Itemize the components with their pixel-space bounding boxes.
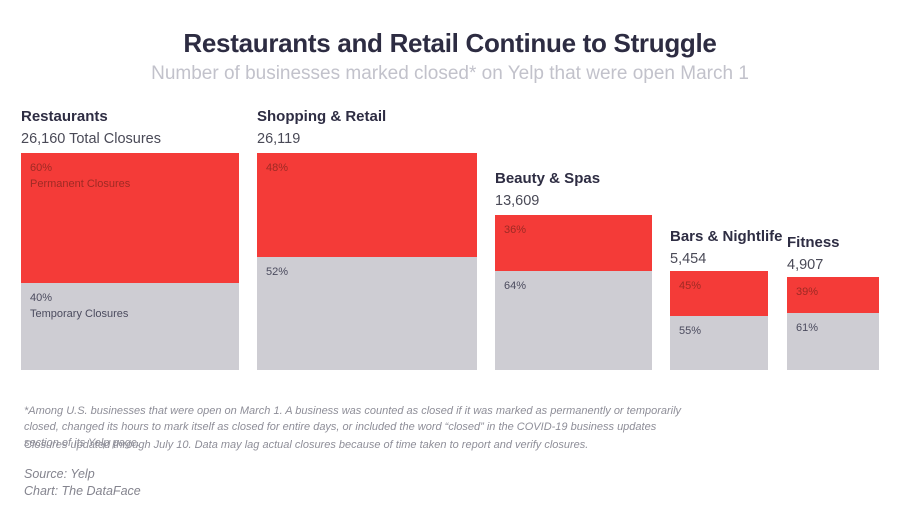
category-head-shopping-retail: Shopping & Retail 26,119: [257, 106, 386, 149]
source-credit: Source: Yelp Chart: The DataFace: [24, 466, 141, 499]
footnote-update: Closures updated through July 10. Data m…: [24, 439, 589, 451]
permanent-segment: 39%: [787, 277, 879, 313]
category-label: Beauty & Spas: [495, 170, 601, 187]
permanent-pct: 45%: [679, 280, 702, 292]
category-label: Shopping & Retail: [257, 108, 387, 125]
temporary-pct: 64%: [504, 280, 527, 292]
category-head-fitness: Fitness 4,907: [787, 232, 840, 275]
category-total: 26,160 Total Closures: [21, 131, 161, 147]
permanent-pct: 36%: [504, 224, 527, 236]
category-head-restaurants: Restaurants 26,160 Total Closures: [21, 106, 161, 149]
category-label: Fitness: [787, 234, 840, 251]
temporary-segment: 64%: [495, 271, 652, 370]
chart-credit-line: Chart: The DataFace: [24, 483, 141, 498]
source-line: Source: Yelp: [24, 467, 95, 481]
chart-title: Restaurants and Retail Continue to Strug…: [183, 28, 717, 58]
bar-bars-nightlife: 45% 55%: [670, 271, 768, 370]
category-label: Bars & Nightlife: [670, 228, 783, 245]
temporary-pct: 52%: [266, 266, 289, 278]
bar-restaurants: 60% Permanent Closures 40% Temporary Clo…: [21, 153, 239, 370]
footnote-definition: *Among U.S. businesses that were open on…: [24, 405, 682, 449]
permanent-segment: 48%: [257, 153, 477, 257]
temporary-pct: 40%: [30, 292, 53, 304]
permanent-segment: 36%: [495, 215, 652, 271]
temporary-legend-label: Temporary Closures: [30, 308, 129, 320]
category-total: 5,454: [670, 251, 707, 267]
category-head-bars-nightlife: Bars & Nightlife 5,454: [670, 226, 783, 269]
category-total: 4,907: [787, 257, 824, 273]
chart-subtitle: Number of businesses marked closed* on Y…: [151, 63, 749, 84]
category-total: 13,609: [495, 193, 540, 209]
permanent-pct: 39%: [796, 286, 819, 298]
bar-beauty-spas: 36% 64%: [495, 215, 652, 370]
permanent-pct: 48%: [266, 162, 289, 174]
temporary-segment: 40% Temporary Closures: [21, 283, 239, 370]
bar-shopping-retail: 48% 52%: [257, 153, 477, 370]
permanent-legend-label: Permanent Closures: [30, 178, 131, 190]
category-total: 26,119: [257, 131, 301, 147]
category-label: Restaurants: [21, 108, 108, 125]
temporary-segment: 52%: [257, 257, 477, 370]
permanent-segment: 60% Permanent Closures: [21, 153, 239, 283]
permanent-pct: 60%: [30, 162, 53, 174]
permanent-segment: 45%: [670, 271, 768, 316]
temporary-pct: 55%: [679, 325, 702, 337]
category-head-beauty-spas: Beauty & Spas 13,609: [495, 168, 600, 211]
temporary-segment: 61%: [787, 313, 879, 370]
temporary-segment: 55%: [670, 316, 768, 370]
temporary-pct: 61%: [796, 322, 819, 334]
bar-fitness: 39% 61%: [787, 277, 879, 370]
